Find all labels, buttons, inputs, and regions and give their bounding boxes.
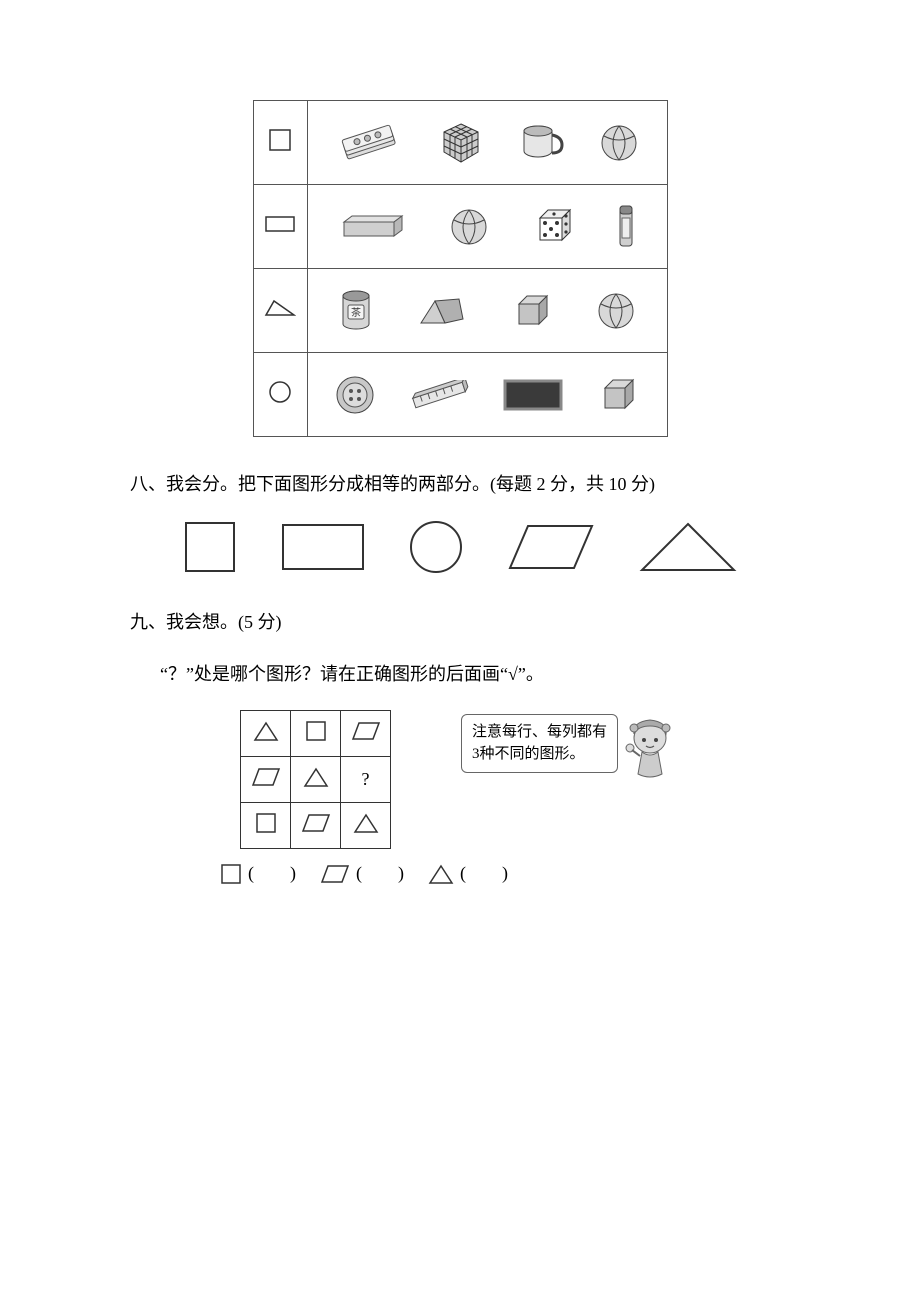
square-icon: [269, 129, 291, 151]
triangle-icon: [264, 298, 296, 318]
q9-content: ? 注意每行、每列都有 3种不同的图形。: [240, 710, 790, 849]
cube-icon: [509, 288, 555, 334]
beach-ball-icon: [448, 206, 490, 248]
objects-cell: [307, 185, 667, 269]
grid-cell: [241, 710, 291, 756]
paren-open: (: [460, 863, 466, 884]
q8-parallelogram-icon: [506, 522, 596, 572]
q8-triangle-icon: [638, 520, 738, 574]
key-cell-square: [253, 101, 307, 185]
hint-line2: 3种不同的图形。: [472, 746, 585, 762]
square-icon: [305, 720, 327, 742]
parallelogram-icon: [351, 721, 381, 741]
beach-ball-icon: [595, 290, 637, 332]
triangle-icon: [253, 720, 279, 742]
paren-close: ): [502, 863, 508, 884]
grid-cell-question: ?: [341, 756, 391, 802]
q8-rectangle-icon: [280, 522, 366, 572]
grid-cell: [291, 802, 341, 848]
grid-cell: [291, 710, 341, 756]
chalkboard-icon: [501, 375, 565, 415]
table-row: [253, 185, 667, 269]
table-row: [253, 353, 667, 437]
parallelogram-icon: [301, 813, 331, 833]
q8-square-icon: [182, 519, 238, 575]
square-icon: [220, 863, 242, 885]
paren-open: (: [248, 863, 254, 884]
key-cell-rectangle: [253, 185, 307, 269]
grid-cell: [291, 756, 341, 802]
money-stack-icon: [334, 122, 404, 164]
rubiks-cube-icon: [438, 120, 484, 166]
worksheet-page: 茶: [0, 0, 920, 945]
q8-shapes-row: [130, 519, 790, 575]
grid-cell: [341, 802, 391, 848]
grid-cell: [241, 756, 291, 802]
cartoon-girl-icon: [622, 714, 678, 788]
q9-subtitle: “？”处是哪个图形？请在正确图形的后面画“√”。: [160, 657, 790, 691]
square-icon: [255, 812, 277, 834]
key-cell-triangle: [253, 269, 307, 353]
parallelogram-icon: [320, 864, 350, 884]
q9-grid: ?: [240, 710, 391, 849]
answer-option-parallelogram: ( ): [320, 863, 404, 884]
paren-close: ): [290, 863, 296, 884]
objects-cell: [307, 101, 667, 185]
key-cell-circle: [253, 353, 307, 437]
beach-ball-icon: [598, 122, 640, 164]
question-mark: ?: [362, 769, 370, 789]
objects-cell: [307, 353, 667, 437]
tea-cylinder-icon: 茶: [337, 288, 375, 334]
glue-stick-icon: [616, 202, 636, 252]
circle-icon: [268, 380, 292, 404]
triangle-icon: [428, 863, 454, 885]
shape-classification-table: 茶: [253, 100, 668, 437]
hint-with-girl: 注意每行、每列都有 3种不同的图形。: [461, 714, 678, 788]
table-row: [253, 101, 667, 185]
table-row: 茶: [253, 269, 667, 353]
triangle-icon: [353, 812, 379, 834]
brick-icon: [338, 210, 408, 244]
answer-option-triangle: ( ): [428, 863, 508, 885]
triangle-icon: [303, 766, 329, 788]
q8-title: 八、我会分。把下面图形分成相等的两部分。(每题 2 分，共 10 分): [130, 467, 790, 501]
paren-open: (: [356, 863, 362, 884]
paren-close: ): [398, 863, 404, 884]
q8-circle-icon: [408, 519, 464, 575]
button-icon: [333, 373, 377, 417]
rectangle-icon: [265, 216, 295, 232]
parallelogram-icon: [251, 767, 281, 787]
objects-cell: 茶: [307, 269, 667, 353]
svg-text:茶: 茶: [351, 306, 361, 319]
cube-icon: [595, 372, 641, 418]
die-icon: [530, 204, 576, 250]
grid-cell: [241, 802, 291, 848]
hint-box: 注意每行、每列都有 3种不同的图形。: [461, 714, 618, 773]
triangular-prism-icon: [415, 291, 469, 331]
mug-icon: [518, 121, 564, 165]
q9-answers-row: ( ) ( ) ( ): [220, 863, 790, 885]
q9-title: 九、我会想。(5 分): [130, 605, 790, 639]
hint-line1: 注意每行、每列都有: [472, 724, 607, 740]
answer-option-square: ( ): [220, 863, 296, 885]
grid-cell: [341, 710, 391, 756]
ruler-icon: [407, 380, 471, 410]
